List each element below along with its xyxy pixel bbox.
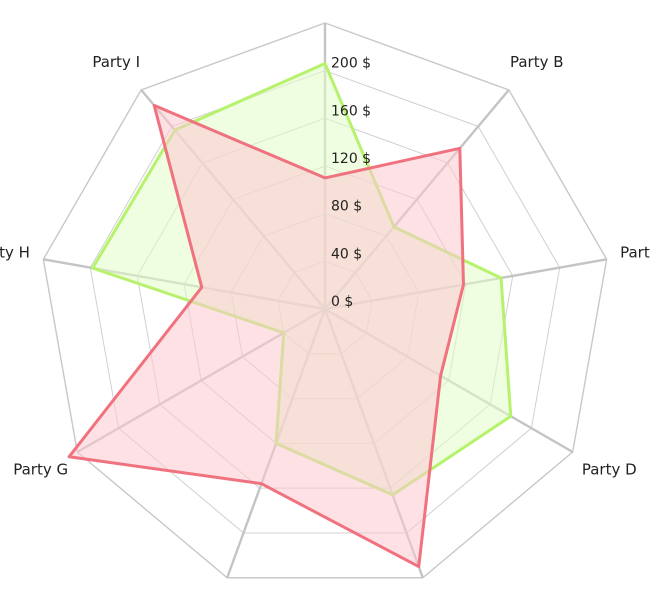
tick-label: 160 $: [331, 103, 371, 119]
tick-label: 0 $: [331, 294, 353, 310]
category-label: Party D: [582, 461, 637, 479]
tick-label: 40 $: [331, 246, 362, 262]
category-label: Party H: [0, 244, 30, 262]
radar-series: [67, 62, 513, 569]
grid-ring: [89, 70, 561, 534]
category-label: Party B: [510, 53, 564, 71]
category-label: Party C: [620, 244, 650, 262]
tick-label: 80 $: [331, 199, 362, 215]
radial-tick-labels: 0 $ 40 $ 80 $ 120 $ 160 $ 200 $: [331, 56, 371, 310]
category-label: Party I: [92, 53, 140, 71]
tick-label: 120 $: [331, 151, 371, 167]
category-label: Party G: [13, 461, 68, 479]
series-2-area: [67, 103, 465, 569]
grid-ring: [42, 22, 608, 579]
tick-label: 200 $: [331, 56, 371, 72]
